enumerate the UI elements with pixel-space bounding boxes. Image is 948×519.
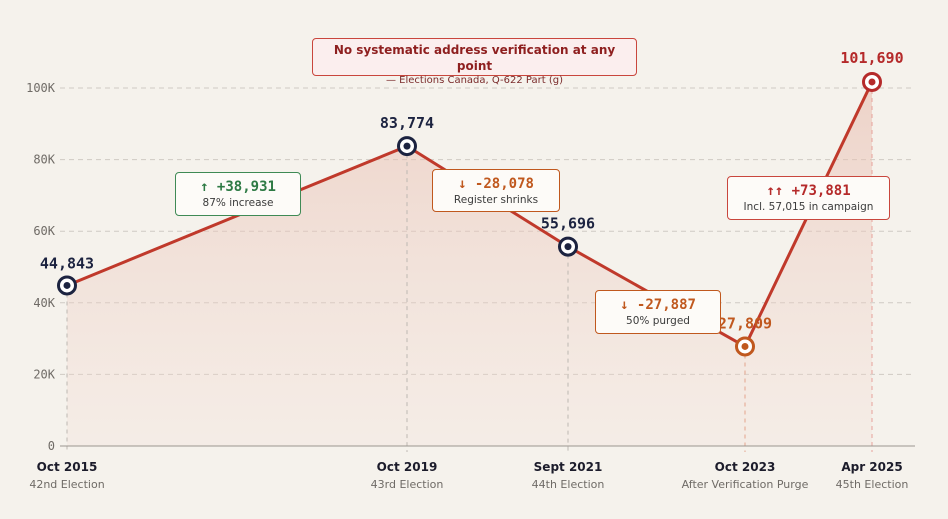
data-point-dot: [868, 78, 876, 86]
x-tick-sublabel: 43rd Election: [371, 478, 444, 491]
area-fill: [67, 81, 872, 446]
data-point-dot: [564, 243, 572, 251]
data-value-label: 83,774: [380, 114, 434, 132]
annotation-change: ↓ -27,887: [620, 297, 696, 313]
annotation-change: ↑ +38,931: [200, 179, 276, 195]
x-tick-sublabel: 44th Election: [532, 478, 605, 491]
chart-title: No systematic address verification at an…: [333, 43, 616, 73]
annotation-change: ↓ -28,078: [458, 176, 534, 192]
y-tick-label: 100K: [26, 81, 56, 95]
annotation-purged: ↓ -27,887 50% purged: [595, 290, 721, 334]
y-tick-label: 40K: [33, 296, 55, 310]
x-tick-sublabel: 45th Election: [836, 478, 909, 491]
data-value-label: 55,696: [541, 215, 595, 233]
data-point-dot: [63, 281, 71, 289]
data-point: 55,696: [541, 215, 595, 257]
annotation-note: Register shrinks: [453, 194, 539, 206]
data-point-dot: [741, 342, 749, 350]
chart-source: — Elections Canada, Q-622 Part (g): [386, 75, 563, 86]
chart-title-box: No systematic address verification at an…: [312, 38, 637, 86]
x-tick-label: Oct 2015: [37, 460, 98, 474]
data-points: 44,843 83,774 55,696 27,809 101,690: [40, 49, 904, 357]
x-tick-label: Sept 2021: [534, 460, 603, 474]
data-value-label: 44,843: [40, 254, 94, 272]
annotation-note: Incl. 57,015 in campaign: [743, 201, 874, 213]
x-tick-label: Oct 2019: [377, 460, 438, 474]
data-point: 27,809: [718, 314, 772, 357]
x-tick-sublabel: 42nd Election: [29, 478, 104, 491]
y-tick-label: 80K: [33, 153, 55, 167]
annotation-register-shrinks: ↓ -28,078 Register shrinks: [432, 169, 560, 212]
annotation-increase: ↑ +38,931 87% increase: [175, 172, 301, 216]
data-value-label: 101,690: [840, 49, 903, 67]
annotation-change: ↑↑ +73,881: [766, 183, 851, 199]
annotation-note: 87% increase: [202, 197, 274, 209]
x-tick-label: Oct 2023: [715, 460, 776, 474]
data-point: 44,843: [40, 254, 94, 296]
y-axis-ticks: 0 20K 40K 60K 80K 100K: [26, 81, 56, 453]
data-point-dot: [403, 142, 411, 150]
x-axis-labels: Oct 2015 42nd Election Oct 2019 43rd Electi…: [29, 460, 908, 491]
annotation-note: 50% purged: [626, 315, 690, 327]
y-tick-label: 60K: [33, 224, 55, 238]
data-point: 101,690: [840, 49, 904, 92]
y-tick-label: 20K: [33, 367, 55, 381]
data-value-label: 27,809: [718, 314, 772, 332]
x-tick-label: Apr 2025: [841, 460, 902, 474]
data-point: 83,774: [380, 114, 434, 157]
annotation-campaign: ↑↑ +73,881 Incl. 57,015 in campaign: [727, 176, 890, 220]
drop-lines: [66, 81, 873, 452]
x-tick-sublabel: After Verification Purge: [682, 478, 809, 491]
y-tick-label: 0: [48, 439, 55, 453]
